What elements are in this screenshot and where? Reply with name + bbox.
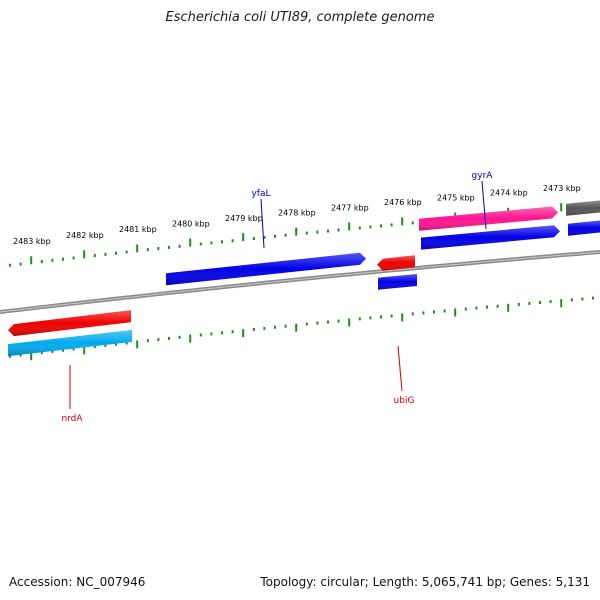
gene-label-leader: [260, 198, 265, 249]
gene-feature-shading: [166, 252, 366, 286]
gene-labels: yfaL gyrA nrdA ubiG: [61, 171, 493, 424]
outer-tick-ring: [9, 203, 594, 267]
feature-track: [8, 200, 600, 357]
scale-label: 2480 kbp: [172, 219, 210, 228]
gene-label-leader: [397, 345, 403, 392]
inner-tick-ring: [9, 296, 594, 361]
gene-feature-shading: [377, 255, 415, 271]
gene-feature-shading: [8, 329, 132, 357]
scale-label: 2475 kbp: [437, 193, 475, 202]
gene-feature-shading: [568, 220, 600, 236]
scale-label: 2477 kbp: [331, 203, 369, 212]
scale-label: 2479 kbp: [225, 214, 263, 223]
scale-label: 2478 kbp: [278, 209, 316, 218]
scale-labels: 2483 kbp 2482 kbp 2481 kbp 2480 kbp 2479 kbp…: [13, 184, 581, 246]
scale-label: 2482 kbp: [66, 231, 104, 240]
scale-label: 2476 kbp: [384, 198, 422, 207]
map-title: Escherichia coli UTI89, complete genome: [165, 10, 435, 25]
gene-feature-shading: [566, 200, 600, 216]
gene-feature-shading: [8, 310, 131, 337]
gene-label-ubiG[interactable]: ubiG: [394, 396, 415, 406]
scale-label: 2481 kbp: [119, 225, 157, 234]
accession-label: Accession: NC_007946: [9, 575, 146, 589]
genome-backbone-highlight: [0, 251, 600, 313]
gene-feature-shading: [378, 274, 417, 290]
gene-label-leader: [481, 180, 487, 230]
genome-summary: Topology: circular; Length: 5,065,741 bp…: [260, 575, 590, 589]
gene-feature-shading: [419, 206, 558, 231]
scale-label: 2474 kbp: [490, 189, 528, 198]
gene-label-gyrA[interactable]: gyrA: [472, 171, 494, 181]
scale-label: 2483 kbp: [13, 237, 51, 246]
gene-feature-shading: [421, 225, 560, 250]
scale-label: 2473 kbp: [543, 184, 581, 193]
gene-label-nrdA[interactable]: nrdA: [61, 414, 83, 424]
gene-label-yfaL[interactable]: yfaL: [251, 189, 270, 199]
